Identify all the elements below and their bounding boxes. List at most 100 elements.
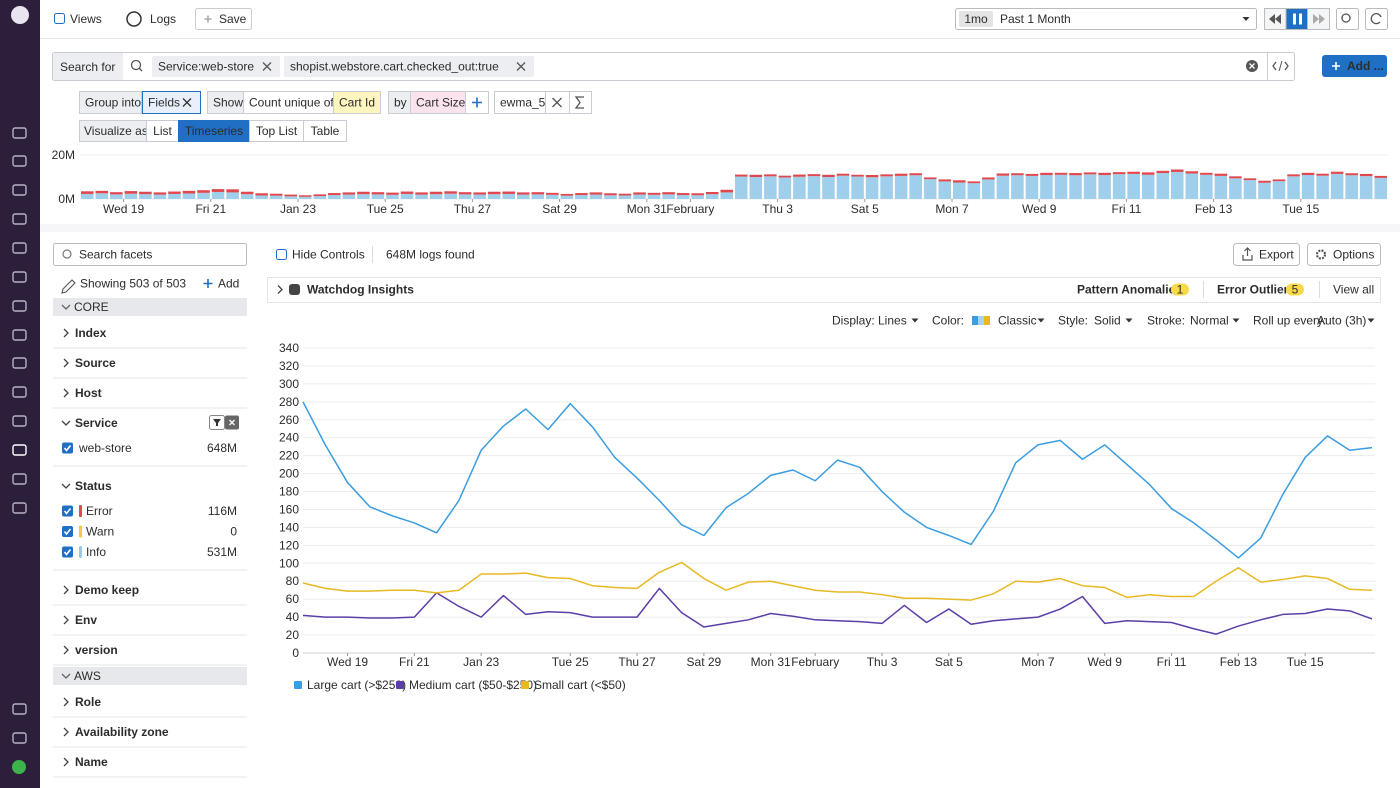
nav-icon[interactable] xyxy=(12,444,27,456)
nav-icon[interactable] xyxy=(12,127,27,139)
add-button[interactable] xyxy=(1322,55,1387,77)
refresh-button[interactable] xyxy=(1365,8,1388,30)
nav-icon[interactable] xyxy=(12,473,27,485)
time-selector[interactable] xyxy=(955,8,1257,30)
chevron[interactable] xyxy=(63,645,69,655)
facet-group-name: AWS xyxy=(74,669,101,683)
legend-label[interactable]: Small cart (<$50) xyxy=(534,678,626,692)
x-tick-label: Wed 9 xyxy=(1088,655,1123,669)
bar-segment xyxy=(967,181,981,184)
chevron[interactable] xyxy=(63,585,69,595)
chevron[interactable] xyxy=(63,697,69,707)
measure-box[interactable] xyxy=(333,91,381,114)
chevron[interactable] xyxy=(63,358,69,368)
options-button[interactable] xyxy=(1307,243,1381,266)
error-outliers[interactable]: Error Outliers xyxy=(1217,283,1295,297)
bar-segment xyxy=(1098,175,1111,199)
nav-icon[interactable] xyxy=(12,329,27,341)
chevron[interactable] xyxy=(277,285,283,294)
facet-name[interactable]: Host xyxy=(75,386,102,400)
toolbar-value[interactable]: Lines xyxy=(878,314,907,328)
bar-segment xyxy=(415,192,428,195)
nav-icon[interactable] xyxy=(12,213,27,225)
nav-icon[interactable] xyxy=(12,242,27,254)
legend-label[interactable]: Large cart (>$250) xyxy=(307,678,406,692)
close-icon[interactable] xyxy=(229,419,235,426)
bar-segment xyxy=(647,194,661,199)
chevron[interactable] xyxy=(63,727,69,737)
chevron[interactable] xyxy=(63,328,69,338)
nav-icon[interactable] xyxy=(12,502,27,514)
close-icon[interactable] xyxy=(516,62,526,71)
legend-label[interactable]: Medium cart ($50-$250) xyxy=(409,678,537,692)
facet-name[interactable]: Service xyxy=(75,416,118,430)
nav-icon[interactable] xyxy=(12,415,27,427)
y-tick-label: 200 xyxy=(279,467,299,481)
toolbar-value[interactable]: Auto (3h) xyxy=(1317,314,1366,328)
close-icon[interactable] xyxy=(552,97,562,108)
time-control[interactable] xyxy=(1285,8,1309,30)
visualize-option[interactable] xyxy=(303,120,347,142)
chevron[interactable] xyxy=(61,420,71,426)
logo[interactable] xyxy=(11,6,29,24)
hide-controls[interactable]: Hide Controls xyxy=(292,248,365,262)
legend-swatch xyxy=(521,681,529,689)
chevron[interactable] xyxy=(61,304,71,310)
save-button[interactable] xyxy=(195,8,252,30)
facet-name[interactable]: Demo keep xyxy=(75,583,139,597)
palette-swatch xyxy=(972,316,978,325)
group-value-box[interactable] xyxy=(142,91,201,114)
views-link[interactable]: Views xyxy=(70,12,102,26)
bar-segment xyxy=(764,174,777,177)
facet-name[interactable]: version xyxy=(75,643,118,657)
facet-name[interactable]: Availability zone xyxy=(75,725,169,739)
chevron[interactable] xyxy=(61,483,71,489)
section-divider xyxy=(40,224,1400,232)
facet-name[interactable]: Name xyxy=(75,755,108,769)
chevron[interactable] xyxy=(63,757,69,767)
close-icon[interactable] xyxy=(262,62,272,71)
facet-name[interactable]: Source xyxy=(75,356,116,370)
bar-segment xyxy=(444,191,457,194)
facet-add[interactable]: Add xyxy=(218,277,239,291)
pattern-anomalies[interactable]: Pattern Anomalies xyxy=(1077,283,1182,297)
nav-icon[interactable] xyxy=(12,184,27,196)
checkmark xyxy=(63,445,72,452)
search-tag[interactable] xyxy=(284,56,534,77)
nav-icon[interactable] xyxy=(12,703,27,715)
zoom-button[interactable] xyxy=(1336,8,1359,30)
toolbar-value[interactable]: Solid xyxy=(1094,314,1121,328)
bar-segment xyxy=(735,174,748,177)
nav-icon[interactable] xyxy=(12,300,27,312)
nav-icon[interactable] xyxy=(12,386,27,398)
nav-icon[interactable] xyxy=(12,271,27,283)
search-tag[interactable] xyxy=(152,56,280,77)
bar-segment xyxy=(851,174,864,177)
chevron[interactable] xyxy=(61,673,71,679)
bar-segment xyxy=(604,195,617,199)
plus-icon xyxy=(204,15,212,23)
facet-name[interactable]: Index xyxy=(75,326,107,340)
facet-name[interactable]: Env xyxy=(75,613,97,627)
bar-segment xyxy=(1243,180,1257,199)
facet-name[interactable]: Role xyxy=(75,695,101,709)
user-avatar[interactable] xyxy=(12,760,26,774)
nav-icon[interactable] xyxy=(12,357,27,369)
bar-segment xyxy=(429,194,443,199)
view-all[interactable]: View all xyxy=(1333,283,1374,297)
facet-search[interactable] xyxy=(53,243,247,266)
nav-icon[interactable] xyxy=(12,155,27,167)
nav-icon[interactable] xyxy=(12,732,27,744)
chevron[interactable] xyxy=(63,615,69,625)
bar-segment xyxy=(662,194,675,199)
facet-name[interactable]: Status xyxy=(75,479,112,493)
watchdog-bar[interactable] xyxy=(267,277,1381,303)
close-icon[interactable] xyxy=(1249,63,1255,69)
close-icon[interactable] xyxy=(182,98,192,107)
toolbar-value[interactable]: Classic xyxy=(998,314,1037,328)
y-tick-label: 220 xyxy=(279,449,299,463)
toolbar-value[interactable]: Normal xyxy=(1190,314,1229,328)
error-count: 5 xyxy=(1292,283,1299,297)
chevron[interactable] xyxy=(63,388,69,398)
